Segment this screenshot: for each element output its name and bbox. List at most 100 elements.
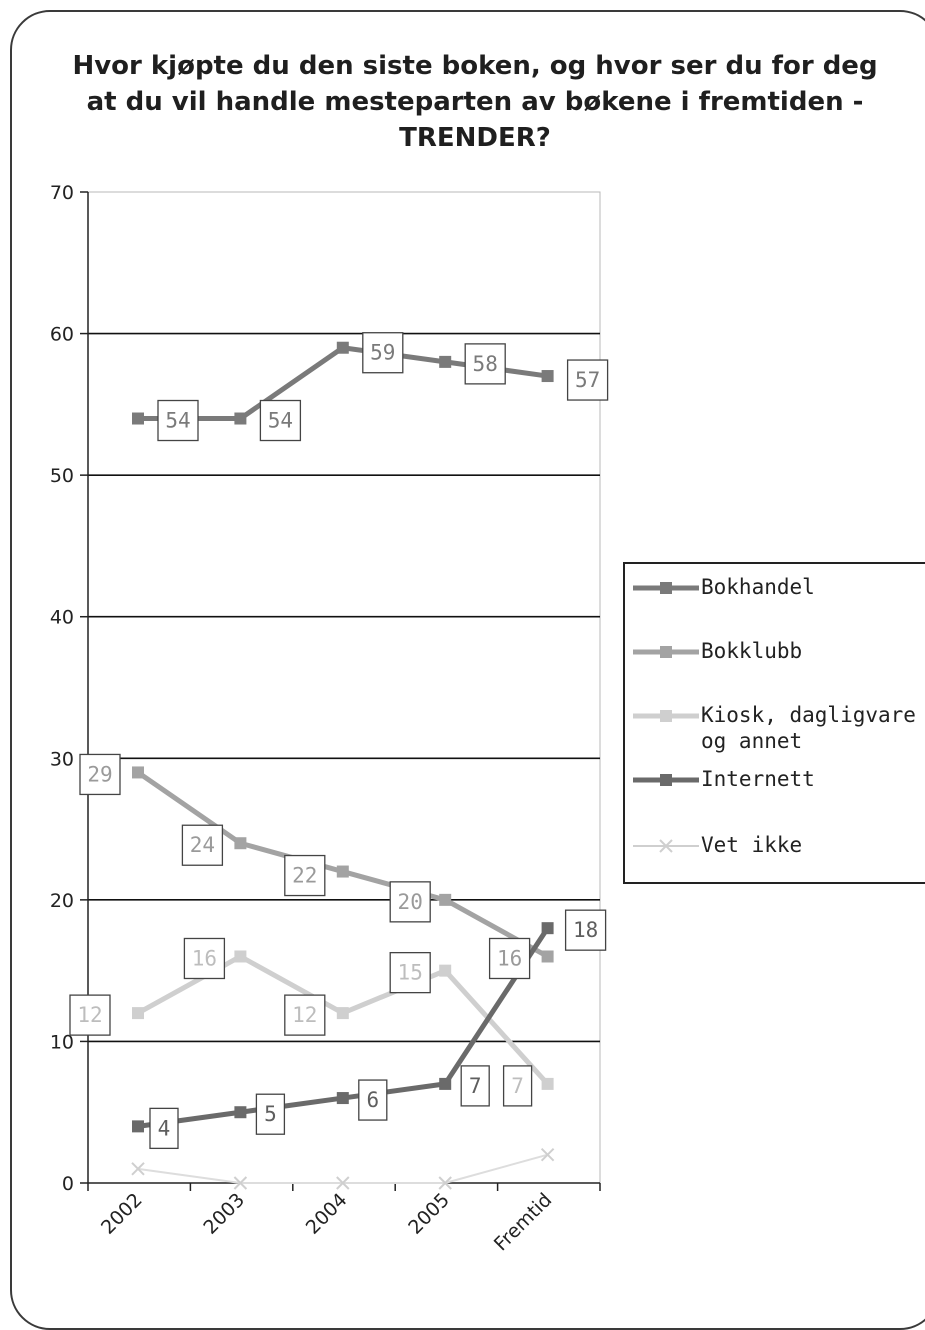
data-label-text: 6 [366,1088,379,1112]
data-label: 58 [464,343,506,385]
y-tick-label: 50 [50,465,74,487]
point-marker [439,1077,452,1090]
legend-label: Internett [701,767,815,791]
point-marker [234,950,247,963]
legend-line-bokklubb-icon [633,646,699,658]
data-label-box [255,1093,286,1135]
data-label: 16 [183,937,226,980]
y-tick-label: 10 [50,1031,74,1053]
data-label: 12 [69,994,111,1036]
point-marker [336,865,349,878]
gridlines [88,332,600,1043]
point-marker [336,1007,349,1020]
legend-marker [660,774,672,786]
marker-stroke [233,1176,248,1190]
data-label: 54 [259,399,302,442]
point-marker [132,1120,144,1133]
data-label-box [358,1079,388,1121]
point-marker [336,341,349,354]
data-label-text: 22 [292,864,317,888]
x-tick-label: 2003 [199,1189,249,1239]
x-tick-label: Fremtid [490,1189,556,1255]
data-label-text: 12 [77,1003,102,1027]
point-marker [234,837,247,850]
legend-label: Vet ikke [701,833,803,857]
point-marker [541,370,554,383]
data-label-box [488,937,531,980]
data-label-text: 4 [158,1116,171,1140]
legend-line-kiosk-icon [633,710,699,722]
point-marker-x [233,1176,248,1190]
data-label-text: 7 [469,1074,482,1098]
data-label-text: 57 [575,368,600,392]
data-label-text: 16 [497,946,522,970]
x-tick-label: 2005 [404,1189,454,1239]
chart-title: Hvor kjøpte du den siste boken, og hvor … [72,51,878,153]
data-label: 22 [284,854,326,897]
data-label-box [149,1107,179,1150]
marker-stroke [540,1147,555,1162]
legend-label: Kiosk, dagligvare og annet [701,703,916,753]
point-marker [541,1077,554,1090]
point-marker-x [540,1147,555,1162]
data-label-box [389,951,431,994]
data-label: 12 [284,994,326,1036]
legend: Bokhandel Bokklubb Kiosk, dagligvare og … [623,562,925,884]
legend-marker [660,646,672,658]
plot-area [87,191,601,1184]
data-label: 4 [149,1107,179,1150]
data-label: 6 [358,1079,388,1121]
data-label-text: 54 [268,409,293,433]
y-tick-label: 0 [62,1173,74,1195]
marker-stroke [336,1176,350,1190]
y-tick-label: 30 [50,748,74,770]
point-marker [541,950,554,963]
point-marker [439,355,452,368]
data-label-text: 7 [511,1074,524,1098]
marker-stroke [131,1162,145,1176]
point-marker [439,964,452,977]
plot-background [87,191,601,1184]
point-marker [336,1092,349,1105]
data-label-box [259,399,302,442]
point-marker [439,893,452,906]
data-label-box [502,1065,533,1107]
legend-label: Bokhandel [701,575,815,599]
data-label-text: 12 [292,1003,317,1027]
point-marker [132,766,144,779]
data-label-box [389,881,431,923]
data-labels: 54 54 59 58 57 29 24 22 20 16 12 16 12 15 7 4 5 6 7 18 [69,332,609,1150]
data-label: 7 [502,1065,533,1107]
point-marker [541,922,554,935]
data-label-box [362,332,404,374]
point-marker-x [131,1162,145,1176]
legend-marker [660,582,672,594]
data-label-box [181,824,224,866]
data-label: 54 [157,399,199,442]
point-marker [234,412,247,425]
data-label-box [69,994,111,1036]
data-label-box [464,343,506,385]
legend-line-bokhandel-icon [633,582,699,594]
data-label-text: 20 [398,890,423,914]
data-label: 5 [255,1093,286,1135]
data-label: 20 [389,881,431,923]
legend-label: Bokklubb [701,639,803,663]
data-label: 16 [488,937,531,980]
legend-marker [660,710,672,722]
x-tick-label: 2004 [302,1189,352,1239]
y-tick-label: 70 [50,182,74,204]
data-label: 57 [566,359,609,401]
data-label-box [460,1065,490,1107]
point-marker [132,1007,144,1020]
legend-line-internett-icon [633,774,699,786]
x-tick-label: 2002 [97,1189,147,1239]
data-label-text: 15 [398,961,423,985]
data-label-text: 5 [264,1102,277,1126]
data-label-text: 54 [165,409,190,433]
data-label-text: 16 [192,946,217,970]
data-label-box [284,854,326,897]
data-label-box [564,909,607,951]
data-label: 59 [362,332,404,374]
